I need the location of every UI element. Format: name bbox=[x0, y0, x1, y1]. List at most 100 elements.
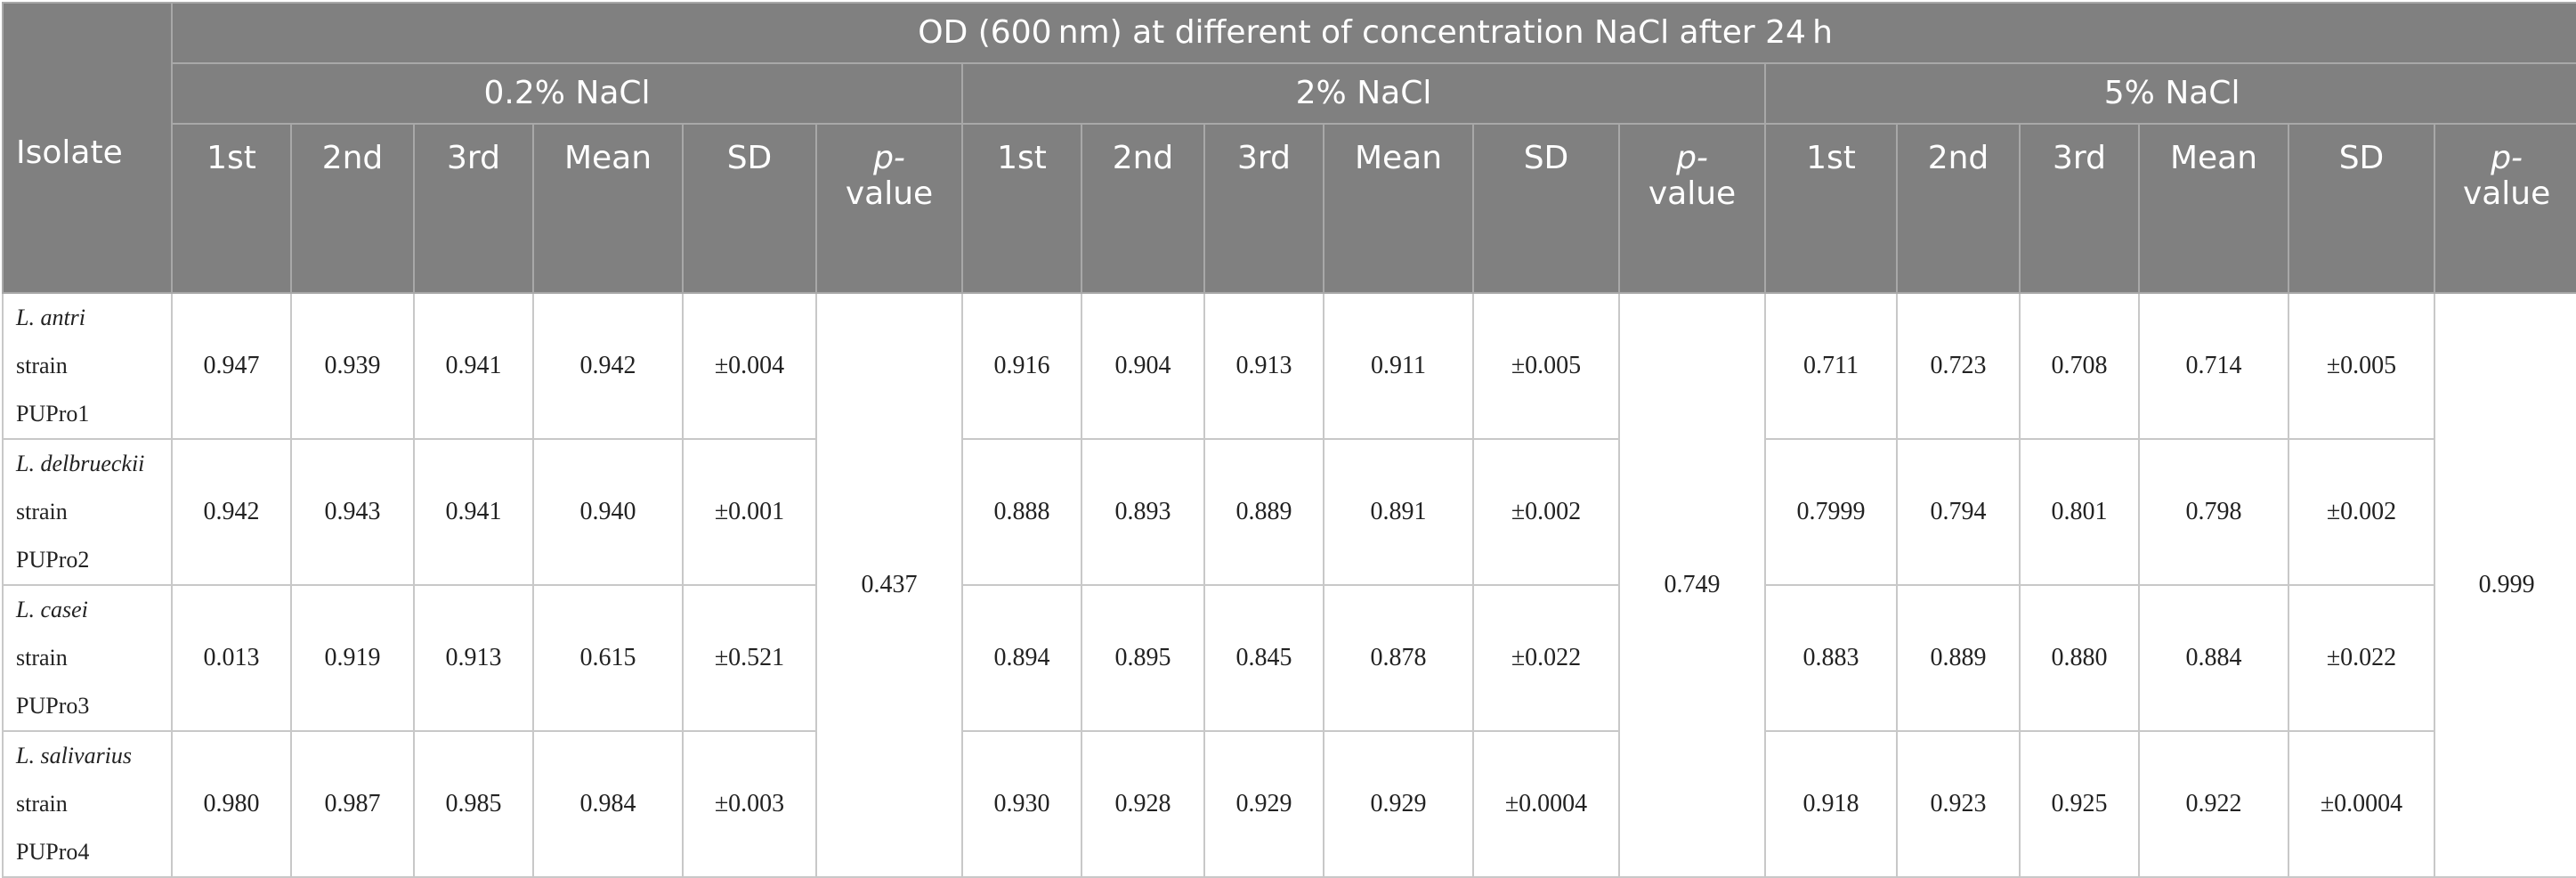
value-cell: 0.013 bbox=[171, 584, 292, 732]
subcol-header-mean: Mean bbox=[532, 123, 684, 294]
p-value-cell: 0.749 bbox=[1618, 292, 1766, 878]
subcol-header-sd: SD bbox=[682, 123, 817, 294]
value-cell: 0.891 bbox=[1323, 438, 1474, 586]
value-cell: ±0.002 bbox=[2288, 438, 2435, 586]
value-cell: ±0.005 bbox=[1472, 292, 1620, 440]
value-cell: 0.889 bbox=[1896, 584, 2021, 732]
value-cell: 0.884 bbox=[2138, 584, 2289, 732]
subcol-header-1st: 1st bbox=[1764, 123, 1898, 294]
subcol-header-2nd: 2nd bbox=[1081, 123, 1205, 294]
value-cell: 0.928 bbox=[1081, 730, 1205, 878]
value-cell: 0.883 bbox=[1764, 584, 1898, 732]
value-cell: 0.723 bbox=[1896, 292, 2021, 440]
subcol-header-mean: Mean bbox=[2138, 123, 2289, 294]
value-cell: 0.794 bbox=[1896, 438, 2021, 586]
value-cell: 0.615 bbox=[532, 584, 684, 732]
value-cell: 0.888 bbox=[961, 438, 1082, 586]
value-cell: 0.942 bbox=[532, 292, 684, 440]
table-row: L. salivarius strain PUPro4 0.980 0.987 0.985… bbox=[2, 730, 2576, 878]
value-cell: ±0.001 bbox=[682, 438, 817, 586]
p-value-header-value: value bbox=[845, 175, 934, 212]
p-value-cell: 0.999 bbox=[2433, 292, 2576, 878]
value-cell: 0.941 bbox=[413, 438, 534, 586]
p-value-header: p-value bbox=[1618, 123, 1766, 294]
value-cell: 0.913 bbox=[413, 584, 534, 732]
isolate-strain-label: strain bbox=[16, 791, 68, 817]
value-cell: 0.919 bbox=[290, 584, 415, 732]
group-header-2-nacl: 2% NaCl bbox=[961, 62, 1766, 125]
value-cell: 0.987 bbox=[290, 730, 415, 878]
value-cell: 0.913 bbox=[1203, 292, 1324, 440]
subcol-header-2nd: 2nd bbox=[290, 123, 415, 294]
subcol-header-sd: SD bbox=[1472, 123, 1620, 294]
value-cell: 0.929 bbox=[1323, 730, 1474, 878]
value-cell: 0.911 bbox=[1323, 292, 1474, 440]
value-cell: ±0.0004 bbox=[2288, 730, 2435, 878]
isolate-species: L. antri bbox=[16, 305, 86, 330]
value-cell: 0.714 bbox=[2138, 292, 2289, 440]
value-cell: 0.895 bbox=[1081, 584, 1205, 732]
isolate-strain-id: PUPro4 bbox=[16, 839, 90, 865]
subcolumn-header-row: 1st 2nd 3rd Mean SD p-value 1st 2nd 3rd Mean SD p-v… bbox=[3, 123, 2576, 294]
subcol-header-3rd: 3rd bbox=[413, 123, 534, 294]
table-header: Isolate OD (600 nm) at different of conc… bbox=[2, 2, 2576, 294]
subcol-header-1st: 1st bbox=[961, 123, 1082, 294]
value-cell: ±0.004 bbox=[682, 292, 817, 440]
value-cell: 0.801 bbox=[2019, 438, 2140, 586]
subcol-header-1st: 1st bbox=[171, 123, 292, 294]
value-cell: 0.923 bbox=[1896, 730, 2021, 878]
value-cell: ±0.0004 bbox=[1472, 730, 1620, 878]
p-value-header-p: p- bbox=[873, 140, 905, 176]
value-cell: 0.929 bbox=[1203, 730, 1324, 878]
value-cell: 0.845 bbox=[1203, 584, 1324, 732]
value-cell: ±0.521 bbox=[682, 584, 817, 732]
isolate-strain-id: PUPro2 bbox=[16, 547, 90, 573]
p-value-header: p-value bbox=[2433, 123, 2576, 294]
isolate-strain-id: PUPro1 bbox=[16, 401, 90, 427]
value-cell: ±0.005 bbox=[2288, 292, 2435, 440]
value-cell: 0.880 bbox=[2019, 584, 2140, 732]
isolate-strain-label: strain bbox=[16, 499, 68, 524]
p-value-header-value: value bbox=[1648, 175, 1737, 212]
table-row: L. delbrueckii strain PUPro2 0.942 0.943 0.94… bbox=[2, 438, 2576, 586]
value-cell: 0.878 bbox=[1323, 584, 1474, 732]
p-value-header-p: p- bbox=[2491, 140, 2523, 176]
value-cell: 0.7999 bbox=[1764, 438, 1898, 586]
isolate-header: Isolate bbox=[2, 2, 173, 294]
value-cell: 0.708 bbox=[2019, 292, 2140, 440]
isolate-strain-label: strain bbox=[16, 353, 68, 378]
value-cell: 0.889 bbox=[1203, 438, 1324, 586]
value-cell: 0.930 bbox=[961, 730, 1082, 878]
table-title: OD (600 nm) at different of concentratio… bbox=[170, 2, 2576, 64]
value-cell: ±0.002 bbox=[1472, 438, 1620, 586]
value-cell: 0.939 bbox=[290, 292, 415, 440]
value-cell: 0.894 bbox=[961, 584, 1082, 732]
subcol-header-sd: SD bbox=[2288, 123, 2435, 294]
value-cell: 0.918 bbox=[1764, 730, 1898, 878]
isolate-cell: L. casei strain PUPro3 bbox=[2, 584, 173, 732]
p-value-header-value: value bbox=[2462, 175, 2551, 212]
isolate-strain-id: PUPro3 bbox=[16, 693, 90, 719]
value-cell: 0.798 bbox=[2138, 438, 2289, 586]
p-value-header: p-value bbox=[815, 123, 963, 294]
subcol-header-2nd: 2nd bbox=[1896, 123, 2021, 294]
isolate-cell: L. antri strain PUPro1 bbox=[2, 292, 173, 440]
isolate-cell: L. delbrueckii strain PUPro2 bbox=[2, 438, 173, 586]
value-cell: 0.711 bbox=[1764, 292, 1898, 440]
value-cell: 0.922 bbox=[2138, 730, 2289, 878]
value-cell: 0.942 bbox=[171, 438, 292, 586]
value-cell: 0.941 bbox=[413, 292, 534, 440]
table-row: L. antri strain PUPro1 0.947 0.939 0.941 0.942… bbox=[2, 292, 2576, 878]
value-cell: 0.947 bbox=[171, 292, 292, 440]
value-cell: 0.893 bbox=[1081, 438, 1205, 586]
value-cell: 0.916 bbox=[961, 292, 1082, 440]
subcol-header-3rd: 3rd bbox=[1203, 123, 1324, 294]
value-cell: 0.904 bbox=[1081, 292, 1205, 440]
group-header-5-nacl: 5% NaCl bbox=[1763, 62, 2576, 125]
subcol-header-mean: Mean bbox=[1323, 123, 1474, 294]
isolate-strain-label: strain bbox=[16, 645, 68, 671]
value-cell: 0.985 bbox=[413, 730, 534, 878]
value-cell: ±0.003 bbox=[682, 730, 817, 878]
table-row: L. casei strain PUPro3 0.013 0.919 0.913 0.615… bbox=[2, 584, 2576, 732]
value-cell: 0.943 bbox=[290, 438, 415, 586]
